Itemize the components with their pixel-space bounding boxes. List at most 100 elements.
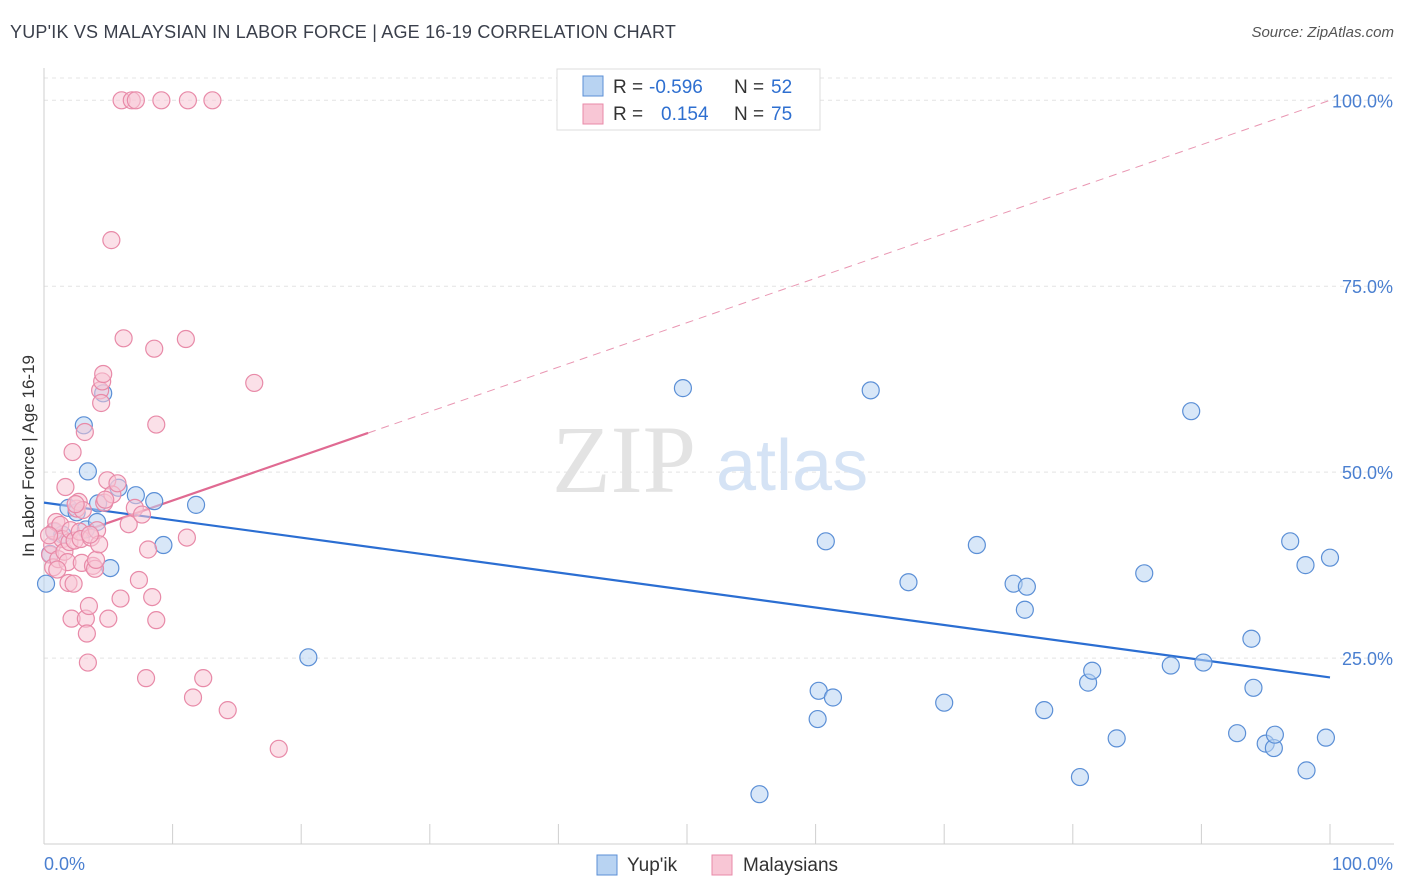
point-malaysians-70 <box>48 560 67 579</box>
point-yupik-30 <box>1070 767 1090 787</box>
point-yupik-48 <box>1320 548 1340 567</box>
point-malaysians-26 <box>77 624 96 643</box>
y-tick-label-100: 100.0% <box>1332 91 1393 111</box>
point-malaysians-61 <box>245 373 264 393</box>
legend-r-label-yupik: R = <box>613 77 643 98</box>
legend-r-value-yupik: -0.596 <box>649 77 703 98</box>
point-yupik-46 <box>1297 761 1316 780</box>
point-yupik-36 <box>1182 402 1201 421</box>
legend-n-value-yupik: 52 <box>771 77 792 98</box>
point-malaysians-72 <box>80 525 100 544</box>
watermark: ZIP atlas <box>552 406 868 513</box>
legend-n-label-malaysians: N = <box>734 104 764 125</box>
point-yupik-40 <box>1244 678 1263 697</box>
point-malaysians-62 <box>269 739 288 758</box>
legend-n-value-malaysians: 75 <box>771 104 792 125</box>
point-yupik-17 <box>750 785 769 804</box>
point-malaysians-66 <box>178 91 198 110</box>
watermark-zip: ZIP <box>552 406 696 513</box>
point-yupik-32 <box>1083 661 1102 680</box>
legend-stats: R = -0.596 N = 52 R = 0.154 N = 75 <box>556 68 821 131</box>
axes: 25.0% 50.0% 75.0% 100.0% 0.0% 100.0% <box>43 68 1394 874</box>
point-malaysians-9 <box>56 477 75 497</box>
point-yupik-28 <box>1015 600 1034 619</box>
point-yupik-37 <box>1194 653 1213 672</box>
point-yupik-43 <box>1265 725 1284 744</box>
legend-series: Yup'ik Malaysians <box>596 854 838 876</box>
point-malaysians-44 <box>108 474 127 493</box>
point-yupik-0 <box>36 574 56 593</box>
point-yupik-24 <box>935 693 954 712</box>
legend-swatch-malaysians <box>711 854 733 876</box>
y-tick-label-50: 50.0% <box>1342 463 1393 483</box>
point-malaysians-38 <box>94 364 113 384</box>
legend-r-label-malaysians: R = <box>613 104 643 125</box>
point-malaysians-56 <box>176 329 195 349</box>
point-malaysians-57 <box>177 528 196 547</box>
point-yupik-23 <box>899 573 918 592</box>
point-yupik-12 <box>145 492 164 511</box>
point-yupik-22 <box>861 381 880 400</box>
point-yupik-18 <box>808 709 827 729</box>
x-tick-label-100: 100.0% <box>1332 854 1393 874</box>
point-malaysians-50 <box>136 669 156 688</box>
point-malaysians-69 <box>40 526 59 545</box>
point-malaysians-27 <box>78 653 97 672</box>
chart-title: YUP'IK VS MALAYSIAN IN LABOR FORCE | AGE… <box>10 22 677 42</box>
point-yupik-47 <box>1316 728 1336 747</box>
legend-stats-swatch-yupik <box>582 75 604 97</box>
point-malaysians-24 <box>75 422 94 442</box>
point-yupik-44 <box>1281 532 1300 551</box>
point-malaysians-36 <box>92 393 111 413</box>
point-malaysians-52 <box>143 587 162 607</box>
point-yupik-45 <box>1296 556 1315 575</box>
legend-label-malaysians: Malaysians <box>743 855 838 876</box>
point-malaysians-47 <box>119 515 138 534</box>
point-malaysians-67 <box>203 91 222 110</box>
point-malaysians-68 <box>152 91 171 110</box>
trend-line-malaysians-dashed <box>367 99 1331 434</box>
point-yupik-39 <box>1242 629 1261 648</box>
point-yupik-25 <box>967 535 986 555</box>
point-malaysians-41 <box>99 609 118 628</box>
point-malaysians-71 <box>66 495 85 514</box>
point-yupik-38 <box>1228 724 1247 743</box>
point-yupik-35 <box>1161 656 1180 675</box>
point-yupik-34 <box>1135 564 1154 583</box>
point-malaysians-49 <box>129 570 149 590</box>
point-malaysians-55 <box>147 415 166 434</box>
legend-n-label-yupik: N = <box>734 77 764 98</box>
point-malaysians-54 <box>147 611 166 630</box>
point-yupik-21 <box>823 688 843 707</box>
point-malaysians-16 <box>64 574 83 593</box>
point-malaysians-58 <box>183 688 203 707</box>
point-malaysians-32 <box>86 550 106 570</box>
legend-stats-swatch-malaysians <box>582 103 604 125</box>
point-malaysians-53 <box>145 339 164 358</box>
point-yupik-27 <box>1017 577 1036 596</box>
point-malaysians-51 <box>139 540 158 559</box>
y-axis-title: In Labor Force | Age 16-19 <box>19 355 38 557</box>
chart-source: Source: ZipAtlas.com <box>1251 24 1394 41</box>
point-malaysians-73 <box>96 490 115 509</box>
gridlines <box>44 77 1394 659</box>
point-malaysians-65 <box>126 91 145 110</box>
watermark-atlas: atlas <box>716 426 868 506</box>
point-yupik-33 <box>1107 729 1126 748</box>
point-malaysians-60 <box>218 701 237 720</box>
point-yupik-29 <box>1035 701 1054 720</box>
point-malaysians-15 <box>63 442 82 462</box>
trend-line-yupik <box>43 501 1331 679</box>
legend-swatch-yupik <box>596 854 618 876</box>
x-tick-label-0: 0.0% <box>44 854 85 874</box>
point-malaysians-28 <box>79 596 99 616</box>
point-malaysians-46 <box>114 329 133 348</box>
legend-label-yupik: Yup'ik <box>627 855 678 876</box>
point-malaysians-42 <box>102 231 121 250</box>
point-yupik-20 <box>816 532 835 551</box>
y-tick-label-75: 75.0% <box>1342 277 1393 297</box>
point-malaysians-59 <box>194 669 213 688</box>
data-points <box>36 91 1340 804</box>
point-malaysians-45 <box>111 589 130 608</box>
y-tick-label-25: 25.0% <box>1342 649 1393 669</box>
